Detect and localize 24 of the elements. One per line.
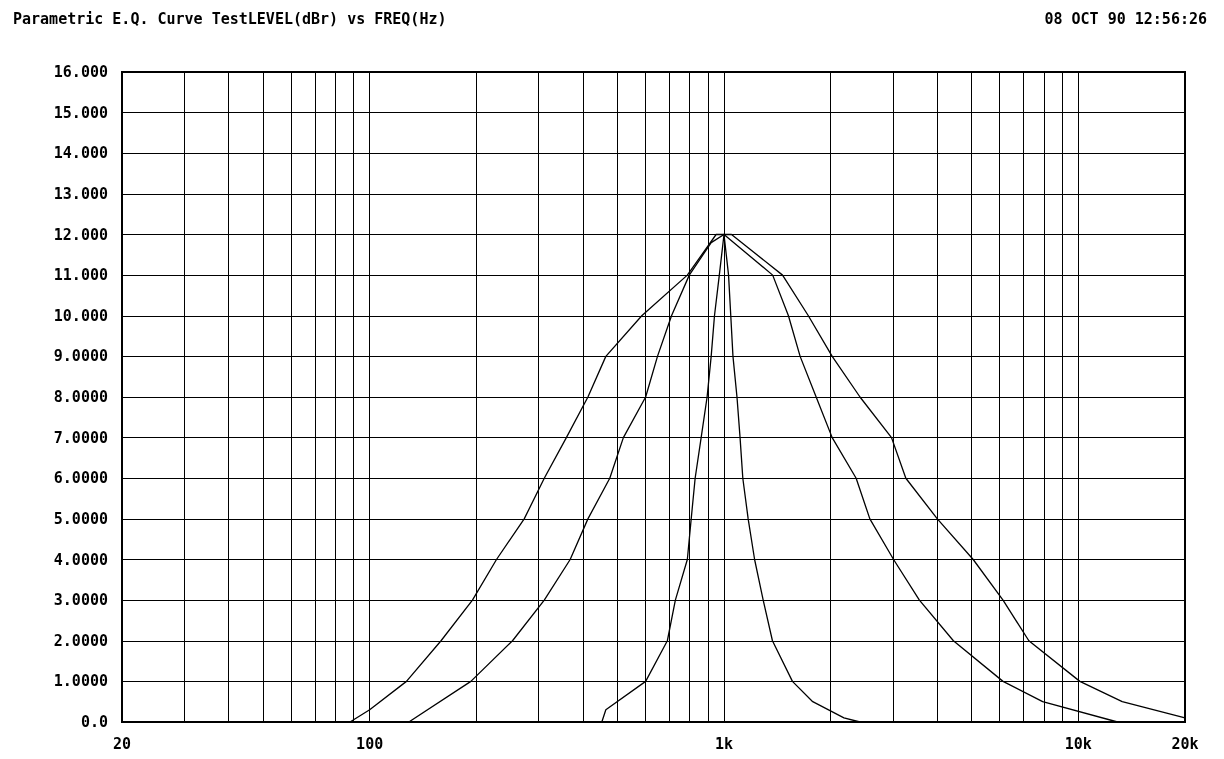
y-tick-label: 14.000	[53, 144, 108, 163]
y-tick-label: 16.000	[53, 63, 108, 81]
x-tick-label: 10k	[1064, 734, 1092, 753]
y-tick-label: 12.000	[53, 225, 108, 244]
y-tick-label: 11.000	[53, 266, 108, 285]
y-tick-label: 4.0000	[53, 550, 108, 569]
x-tick-label: 20k	[1171, 734, 1199, 753]
x-tick-label: 100	[356, 734, 384, 753]
y-tick-label: 13.000	[53, 184, 108, 203]
x-tick-label: 1k	[714, 734, 734, 753]
x-tick-label: 20	[112, 734, 132, 753]
y-tick-label: 15.000	[53, 103, 108, 122]
y-tick-label: 7.0000	[53, 428, 108, 447]
text: 08 OCT 90 12:56:26	[1044, 9, 1208, 28]
y-tick-label: 2.0000	[53, 631, 108, 650]
y-tick-label: 6.0000	[53, 469, 108, 488]
y-tick-label: 5.0000	[53, 509, 108, 528]
y-tick-label: 9.0000	[53, 347, 108, 366]
y-tick-label: 1.0000	[53, 672, 108, 691]
y-tick-label: 10.000	[53, 306, 108, 325]
y-tick-label: 0.0	[80, 713, 108, 731]
y-tick-label: 8.0000	[53, 388, 108, 406]
y-tick-label: 3.0000	[53, 591, 108, 610]
chart-title: Parametric E.Q. Curve TestLEVEL(dBr) vs FREQ(Hz)	[13, 9, 447, 28]
